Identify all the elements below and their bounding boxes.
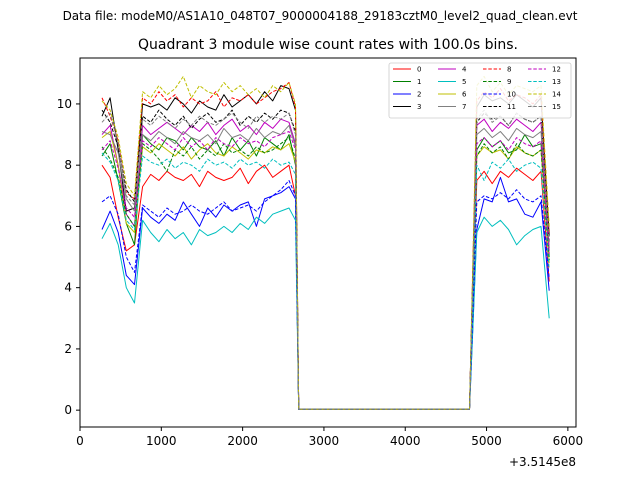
x-offset-label: +3.5145e8: [509, 455, 576, 469]
series-line-4: [101, 118, 550, 410]
legend-label-7: 7: [462, 103, 466, 111]
x-tick-label: 4000: [390, 434, 421, 448]
legend-label-6: 6: [462, 91, 467, 99]
series-line-14: [101, 75, 550, 410]
y-tick-label: 2: [64, 342, 72, 356]
x-tick-label: 3000: [309, 434, 340, 448]
chart-suptitle: Data file: modeM0/AS1A10_048T07_90000041…: [63, 9, 578, 23]
series-line-9: [101, 137, 550, 410]
chart-title: Quadrant 3 module wise count rates with …: [138, 37, 518, 53]
x-tick-label: 5000: [471, 434, 502, 448]
legend-label-0: 0: [417, 66, 421, 74]
y-axis: 0 2 4 6 8 10: [57, 97, 80, 417]
legend-label-2: 2: [417, 91, 421, 99]
legend-label-8: 8: [507, 66, 511, 74]
x-tick-label: 0: [76, 434, 84, 448]
y-tick-label: 4: [64, 281, 72, 295]
legend-label-13: 13: [552, 78, 561, 86]
series-line-0: [101, 164, 550, 410]
legend-label-11: 11: [507, 103, 516, 111]
x-tick-label: 6000: [553, 434, 584, 448]
x-tick-label: 1000: [146, 434, 177, 448]
series-line-2: [101, 176, 550, 410]
x-axis: 0 1000 2000 3000 4000 5000 6000: [76, 427, 583, 448]
series-line-7: [101, 124, 550, 410]
plot-frame: [79, 57, 577, 428]
legend-label-14: 14: [552, 91, 561, 99]
y-tick-label: 10: [57, 97, 72, 111]
legend-label-12: 12: [552, 66, 561, 74]
legend-label-5: 5: [462, 78, 466, 86]
legend-label-1: 1: [417, 78, 421, 86]
x-tick-label: 2000: [227, 434, 258, 448]
legend-box: [388, 62, 572, 119]
series-line-10: [101, 180, 550, 410]
series-line-13: [101, 152, 550, 410]
legend-label-4: 4: [462, 66, 467, 74]
y-tick-label: 6: [64, 219, 72, 233]
legend-label-3: 3: [417, 103, 421, 111]
series-line-6: [101, 131, 550, 410]
legend-label-10: 10: [507, 91, 516, 99]
y-tick-label: 0: [64, 403, 72, 417]
legend-label-15: 15: [552, 103, 561, 111]
legend-label-9: 9: [507, 78, 511, 86]
series-line-5: [101, 207, 550, 410]
y-tick-label: 8: [64, 158, 72, 172]
series-line-12: [101, 131, 550, 410]
